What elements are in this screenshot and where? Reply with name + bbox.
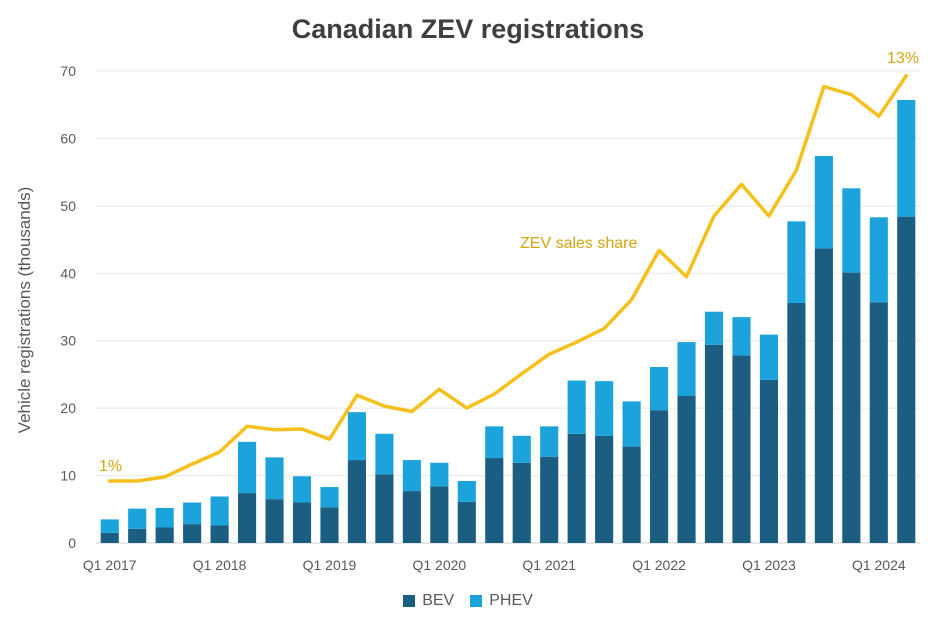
bar-phev-q2-2022 — [677, 342, 696, 397]
bar-bev-q2-2020 — [457, 501, 476, 543]
bar-phev-q4-2019 — [402, 460, 421, 492]
bar-bev-q1-2022 — [650, 410, 669, 543]
bar-phev-q4-2018 — [292, 476, 312, 503]
bar-bev-q1-2023 — [759, 379, 778, 543]
bar-phev-q2-2018 — [238, 441, 257, 494]
legend: BEV PHEV — [0, 592, 936, 610]
bar-bev-q4-2019 — [402, 491, 421, 543]
y-axis-title: Vehicle registrations (thousands) — [15, 187, 34, 434]
bar-bev-q1-2019 — [320, 507, 339, 543]
bar-phev-q2-2021 — [567, 380, 586, 434]
gridlines — [96, 70, 920, 544]
line-series-label: ZEV sales share — [520, 235, 637, 252]
y-tick-labels: 0 10 20 30 40 50 60 70 — [60, 63, 76, 551]
x-tick-label: Q1 2020 — [412, 557, 466, 573]
bar-phev-q3-2023 — [814, 155, 833, 249]
bar-phev-q2-2024 — [897, 99, 916, 217]
bar-bev-q1-2021 — [540, 456, 559, 543]
bar-phev-q3-2020 — [485, 426, 504, 459]
bar-phev-q4-2021 — [622, 401, 641, 447]
bar-bev-q3-2021 — [595, 435, 614, 543]
y-tick-label: 0 — [68, 535, 76, 551]
x-tick-label: Q1 2023 — [742, 557, 796, 573]
legend-label-phev: PHEV — [489, 592, 533, 609]
bar-phev-q1-2020 — [430, 462, 449, 487]
bar-bev-q1-2018 — [210, 525, 229, 543]
bar-bev-q4-2020 — [512, 462, 531, 543]
y-tick-label: 20 — [60, 400, 76, 416]
bar-bev-q3-2020 — [485, 458, 504, 543]
bar-phev-q2-2020 — [457, 480, 476, 502]
bar-phev-q1-2017 — [100, 519, 119, 533]
legend-swatch-phev — [470, 595, 483, 607]
bar-bev-q2-2017 — [128, 528, 147, 543]
legend-swatch-bev — [403, 595, 416, 607]
bar-phev-q4-2017 — [183, 502, 202, 525]
bar-phev-q2-2017 — [128, 508, 147, 529]
bar-phev-q3-2019 — [375, 433, 394, 475]
bar-phev-q3-2022 — [704, 311, 724, 345]
bar-bev-q2-2024 — [897, 216, 916, 543]
bar-phev-q3-2018 — [265, 457, 284, 500]
bar-phev-q1-2021 — [540, 426, 559, 457]
bar-bev-q4-2022 — [732, 355, 751, 543]
bar-phev-q1-2023 — [759, 334, 778, 380]
y-tick-label: 70 — [60, 63, 76, 79]
x-tick-label: Q1 2019 — [303, 557, 357, 573]
bar-bev-q1-2017 — [100, 532, 119, 543]
x-tick-label: Q1 2022 — [632, 557, 686, 573]
bar-bev-q2-2021 — [567, 433, 586, 543]
line-start-label: 1% — [99, 458, 122, 475]
bar-phev-q1-2022 — [650, 367, 669, 411]
bar-bev-q1-2024 — [869, 302, 888, 543]
bar-bev-q1-2020 — [430, 486, 449, 543]
bar-phev-q1-2019 — [320, 487, 339, 508]
zev-share-line — [107, 73, 909, 483]
x-tick-label: Q1 2021 — [522, 557, 576, 573]
bar-phev-q1-2024 — [869, 217, 888, 303]
y-tick-label: 50 — [60, 198, 76, 214]
legend-item-phev: PHEV — [470, 592, 533, 610]
bar-bev-q2-2018 — [238, 493, 257, 543]
bar-bev-q3-2023 — [814, 248, 833, 543]
bar-bev-q4-2021 — [622, 446, 641, 543]
bar-bev-q4-2023 — [842, 272, 861, 543]
bars — [100, 99, 916, 543]
bar-bev-q3-2022 — [704, 344, 724, 543]
bar-bev-q3-2018 — [265, 499, 284, 543]
bar-phev-q2-2019 — [347, 412, 366, 461]
legend-item-bev: BEV — [403, 592, 454, 610]
bar-bev-q3-2019 — [375, 474, 394, 543]
chart-title: Canadian ZEV registrations — [291, 14, 645, 44]
bar-bev-q2-2023 — [787, 302, 806, 543]
bar-bev-q2-2022 — [677, 396, 696, 543]
y-tick-label: 10 — [60, 468, 76, 484]
y-tick-label: 40 — [60, 265, 76, 281]
bar-phev-q4-2022 — [732, 317, 751, 356]
bar-bev-q2-2019 — [347, 460, 366, 543]
x-tick-label: Q1 2017 — [83, 557, 137, 573]
bar-bev-q4-2017 — [183, 524, 202, 543]
x-tick-labels: Q1 2017 Q1 2018 Q1 2019 Q1 2020 Q1 2021 Q1 20… — [83, 557, 906, 573]
bar-phev-q4-2020 — [512, 435, 531, 463]
legend-label-bev: BEV — [422, 592, 455, 609]
bar-bev-q4-2018 — [292, 502, 312, 543]
bar-phev-q3-2021 — [595, 381, 614, 436]
bar-phev-q1-2018 — [210, 496, 229, 526]
bar-phev-q4-2023 — [842, 188, 861, 273]
y-tick-label: 60 — [60, 130, 76, 146]
x-tick-label: Q1 2024 — [852, 557, 906, 573]
bar-bev-q3-2017 — [155, 527, 174, 543]
y-tick-label: 30 — [60, 333, 76, 349]
x-tick-label: Q1 2018 — [193, 557, 247, 573]
bar-phev-q3-2017 — [155, 507, 174, 528]
line-end-label: 13% — [887, 50, 919, 67]
bar-phev-q2-2023 — [787, 221, 806, 303]
